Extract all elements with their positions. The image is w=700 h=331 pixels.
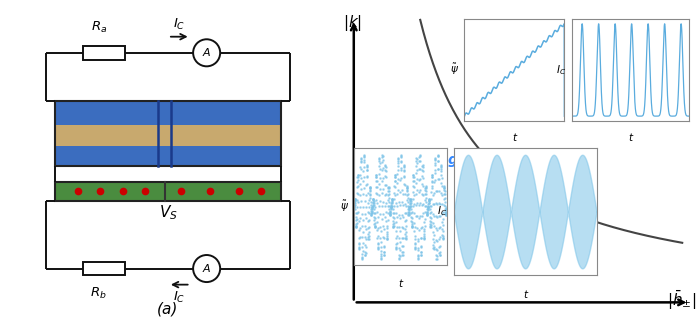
- Text: Oscillating: Oscillating: [375, 153, 459, 167]
- FancyBboxPatch shape: [55, 146, 281, 166]
- Text: (a): (a): [158, 301, 178, 316]
- Text: A: A: [203, 48, 211, 58]
- FancyBboxPatch shape: [83, 262, 125, 275]
- Text: (b): (b): [489, 330, 511, 331]
- Text: $|k|$: $|k|$: [343, 13, 362, 33]
- FancyBboxPatch shape: [83, 46, 125, 60]
- Text: $I_C$: $I_C$: [173, 290, 186, 305]
- Text: $V_S$: $V_S$: [159, 203, 177, 221]
- Text: Stepping: Stepping: [525, 168, 596, 182]
- Text: $R_a$: $R_a$: [90, 20, 107, 35]
- Text: A: A: [203, 263, 211, 273]
- FancyBboxPatch shape: [55, 101, 281, 125]
- FancyBboxPatch shape: [55, 182, 281, 201]
- Circle shape: [193, 39, 220, 66]
- Text: $I_C$: $I_C$: [173, 17, 186, 32]
- Text: $|\bar{h}_{\pm}|$: $|\bar{h}_{\pm}|$: [667, 289, 696, 311]
- Circle shape: [193, 255, 220, 282]
- FancyBboxPatch shape: [55, 125, 281, 146]
- Text: $R_b$: $R_b$: [90, 286, 107, 301]
